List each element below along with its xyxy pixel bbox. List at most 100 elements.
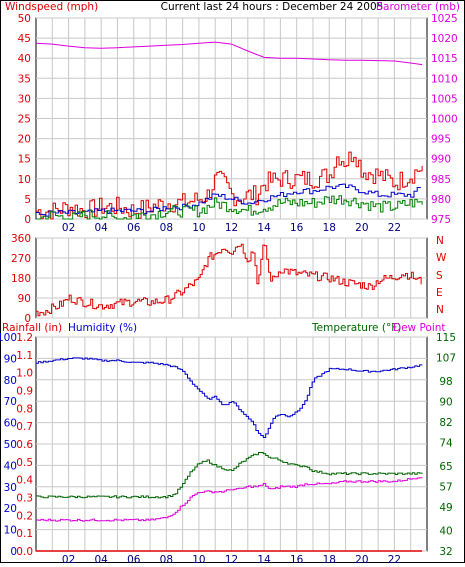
env-x-tick-4: 10 bbox=[192, 554, 205, 563]
windspeed-tick-5: 25 bbox=[18, 114, 31, 126]
direction-compass-4: N bbox=[436, 304, 444, 316]
windspeed-tick-7: 35 bbox=[18, 73, 31, 85]
windspeed-tick-10: 50 bbox=[18, 13, 31, 25]
series-wind-direction bbox=[36, 243, 422, 317]
temperature-tick-7: 90 bbox=[439, 396, 452, 408]
wind-x-tick-3: 08 bbox=[160, 222, 173, 234]
humidity-tick-8: 80 bbox=[4, 375, 17, 387]
windspeed-tick-6: 30 bbox=[18, 93, 31, 105]
wind-x-tick-6: 14 bbox=[257, 222, 271, 234]
temperature-tick-10: 115 bbox=[436, 332, 456, 344]
barometer-tick-4: 995 bbox=[431, 134, 451, 146]
direction-compass-2: S bbox=[436, 270, 443, 282]
wind-x-tick-10: 22 bbox=[388, 222, 401, 234]
dew-point-axis-label: Dew Point bbox=[393, 322, 446, 334]
rainfall-tick-9: 0.9 bbox=[16, 386, 33, 398]
rainfall-axis-label: Rainfall (in) bbox=[2, 322, 62, 334]
env-x-tick-6: 14 bbox=[257, 554, 271, 563]
temperature-tick-2: 49 bbox=[439, 502, 452, 514]
humidity-tick-9: 90 bbox=[4, 353, 17, 365]
temperature-tick-9: 107 bbox=[436, 353, 456, 365]
rainfall-tick-5: 0.5 bbox=[16, 457, 33, 469]
env-x-tick-9: 20 bbox=[355, 554, 368, 563]
series-humidity bbox=[36, 357, 423, 438]
barometer-tick-7: 1010 bbox=[431, 73, 458, 85]
wind-x-tick-9: 20 bbox=[355, 222, 368, 234]
temperature-tick-0: 32 bbox=[439, 546, 452, 558]
barometer-tick-10: 1025 bbox=[431, 13, 458, 25]
wind-barometer-panel: 0510152025303540455097598098599099510001… bbox=[18, 13, 458, 234]
rainfall-tick-3: 0.3 bbox=[16, 493, 33, 505]
barometer-tick-8: 1015 bbox=[431, 53, 458, 65]
rainfall-tick-6: 0.6 bbox=[16, 439, 33, 451]
windspeed-tick-9: 45 bbox=[18, 33, 31, 45]
wind-x-tick-5: 12 bbox=[225, 222, 238, 234]
series-wind_avg bbox=[36, 183, 421, 217]
env-x-tick-8: 18 bbox=[323, 554, 336, 563]
windspeed-axis-label: Windspeed (mph) bbox=[5, 1, 98, 13]
chart-title: Current last 24 hours : December 24 2005 bbox=[161, 1, 384, 13]
env-x-tick-0: 02 bbox=[62, 554, 75, 563]
humidity-tick-5: 50 bbox=[4, 439, 17, 451]
humidity-tick-7: 70 bbox=[4, 396, 17, 408]
barometer-tick-3: 990 bbox=[431, 154, 451, 166]
env-x-tick-5: 12 bbox=[225, 554, 238, 563]
rainfall-tick-8: 0.8 bbox=[16, 403, 33, 415]
series-temperature bbox=[36, 452, 423, 499]
windspeed-tick-2: 10 bbox=[18, 174, 31, 186]
humidity-tick-10: 100 bbox=[0, 332, 17, 344]
rainfall-tick-1: 0.1 bbox=[16, 528, 33, 540]
windspeed-tick-0: 0 bbox=[24, 214, 31, 226]
humidity-tick-0: 0 bbox=[10, 546, 17, 558]
direction-compass-0: N bbox=[436, 235, 444, 247]
barometer-tick-9: 1020 bbox=[431, 33, 458, 45]
temperature-tick-1: 40 bbox=[439, 525, 452, 537]
series-wind bbox=[36, 151, 423, 220]
env-x-tick-2: 06 bbox=[127, 554, 141, 563]
windspeed-tick-4: 20 bbox=[18, 134, 31, 146]
temperature-tick-4: 65 bbox=[439, 461, 452, 473]
barometer-tick-1: 980 bbox=[431, 194, 451, 206]
direction-tick-4: 360 bbox=[11, 233, 31, 245]
rainfall-tick-10: 1.0 bbox=[16, 368, 33, 380]
series-wind_gust_base bbox=[36, 195, 423, 220]
wind-x-tick-0: 02 bbox=[62, 222, 75, 234]
rainfall-tick-11: 1.1 bbox=[16, 350, 33, 362]
direction-compass-3: E bbox=[436, 287, 443, 299]
humidity-tick-6: 60 bbox=[4, 418, 17, 430]
barometer-tick-2: 985 bbox=[431, 174, 451, 186]
windspeed-tick-1: 5 bbox=[24, 194, 31, 206]
wind-x-tick-7: 16 bbox=[290, 222, 304, 234]
temperature-tick-5: 74 bbox=[439, 438, 453, 450]
humidity-tick-4: 40 bbox=[4, 460, 17, 472]
env-x-tick-7: 16 bbox=[290, 554, 304, 563]
wind-x-tick-2: 06 bbox=[127, 222, 141, 234]
rainfall-tick-4: 0.4 bbox=[16, 475, 33, 487]
temperature-tick-8: 98 bbox=[439, 376, 452, 388]
barometer-tick-5: 1000 bbox=[431, 114, 458, 126]
barometer-tick-0: 975 bbox=[431, 214, 451, 226]
direction-compass-1: W bbox=[436, 252, 447, 264]
rainfall-tick-0: 0.0 bbox=[16, 546, 33, 558]
env-x-tick-3: 08 bbox=[160, 554, 173, 563]
windspeed-tick-3: 15 bbox=[18, 154, 31, 166]
humidity-tick-1: 10 bbox=[4, 525, 17, 537]
humidity-tick-2: 20 bbox=[4, 503, 17, 515]
rainfall-tick-2: 0.2 bbox=[16, 510, 33, 522]
direction-tick-2: 180 bbox=[11, 273, 31, 285]
rainfall-tick-12: 1.2 bbox=[16, 332, 33, 344]
barometer-axis-label: Barometer (mb) bbox=[376, 1, 460, 13]
wind-x-tick-4: 10 bbox=[192, 222, 205, 234]
humidity-axis-label: Humidity (%) bbox=[68, 322, 137, 334]
direction-tick-0: 0 bbox=[24, 313, 31, 325]
series-dew_point bbox=[36, 477, 423, 522]
direction-tick-3: 270 bbox=[11, 253, 31, 265]
series-barometer bbox=[35, 41, 423, 66]
rain-humidity-temp-panel: 0 10 20 30 40 50 60 70 80 90 100 0.0 0.1 0.2 0.3 0.4 0.5… bbox=[0, 332, 456, 566]
temperature-tick-6: 82 bbox=[439, 417, 452, 429]
direction-tick-1: 90 bbox=[18, 293, 31, 305]
temperature-tick-3: 57 bbox=[439, 482, 452, 494]
windspeed-tick-8: 40 bbox=[18, 53, 31, 65]
rainfall-tick-7: 0.7 bbox=[16, 421, 33, 433]
